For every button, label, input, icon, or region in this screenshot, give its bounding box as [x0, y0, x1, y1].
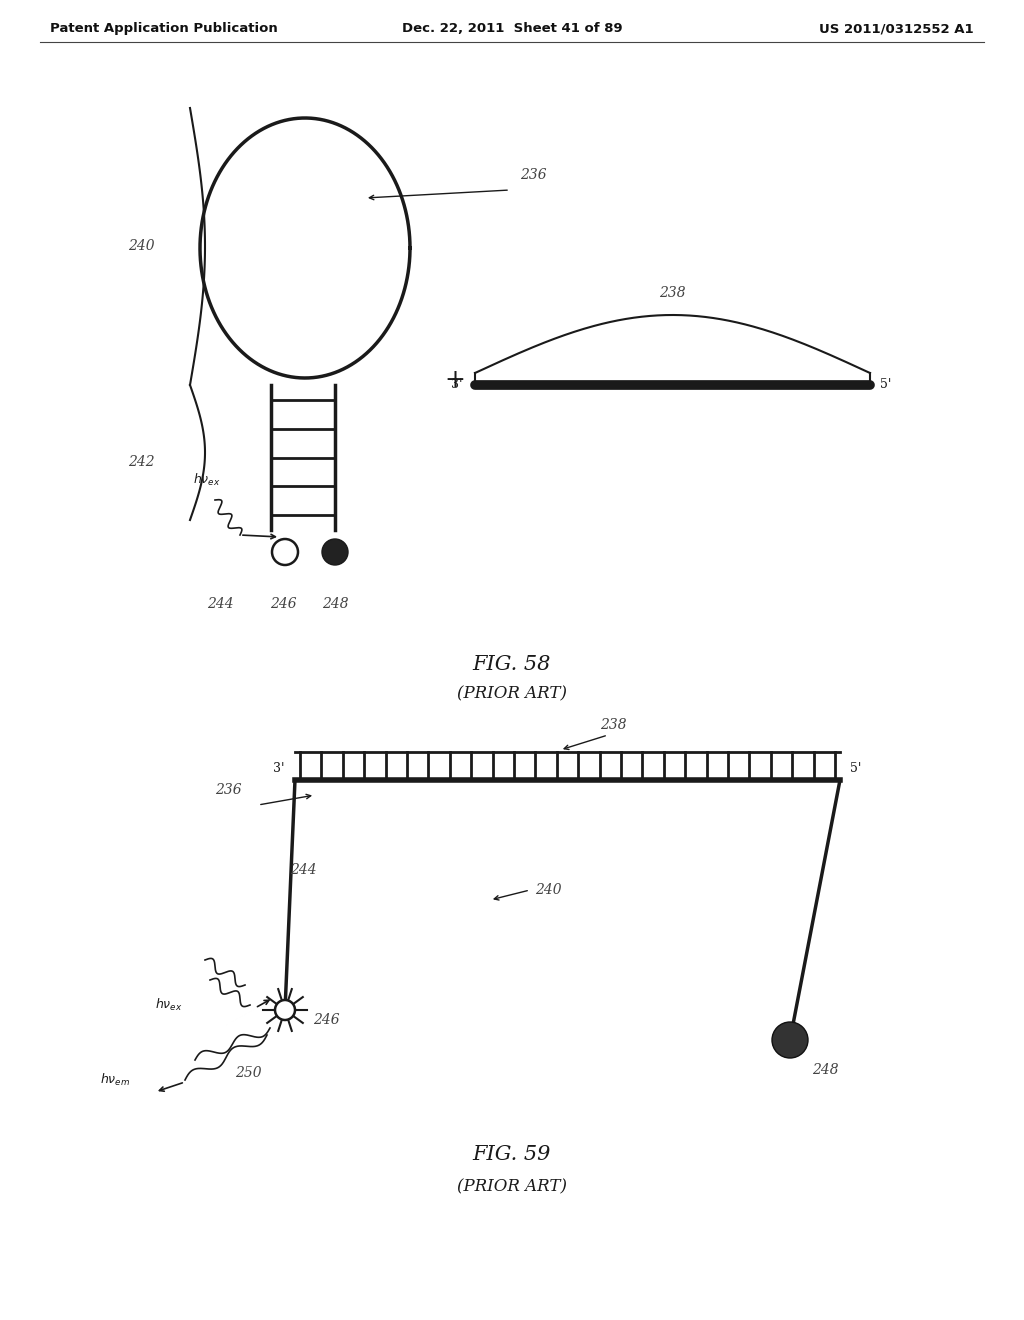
Circle shape: [272, 539, 298, 565]
Text: FIG. 59: FIG. 59: [473, 1144, 551, 1164]
Text: 240: 240: [535, 883, 561, 898]
Text: 236: 236: [520, 168, 547, 182]
Text: $h\nu_{em}$: $h\nu_{em}$: [100, 1072, 130, 1088]
Text: +: +: [444, 368, 466, 392]
Text: 246: 246: [313, 1012, 340, 1027]
Text: $h\nu_{ex}$: $h\nu_{ex}$: [193, 473, 220, 488]
Text: 250: 250: [234, 1067, 261, 1080]
Text: 5': 5': [880, 379, 891, 392]
Text: 238: 238: [659, 286, 686, 300]
Circle shape: [275, 1001, 295, 1020]
Text: 248: 248: [812, 1063, 839, 1077]
Text: 5': 5': [850, 762, 861, 775]
Text: 3': 3': [452, 379, 463, 392]
Text: Patent Application Publication: Patent Application Publication: [50, 22, 278, 36]
Text: 246: 246: [269, 597, 296, 611]
Circle shape: [322, 539, 348, 565]
Text: 240: 240: [128, 239, 155, 253]
Text: (PRIOR ART): (PRIOR ART): [457, 685, 567, 702]
Text: FIG. 58: FIG. 58: [473, 655, 551, 675]
Text: 3': 3': [273, 762, 285, 775]
Text: 236: 236: [215, 783, 242, 797]
Text: Dec. 22, 2011  Sheet 41 of 89: Dec. 22, 2011 Sheet 41 of 89: [401, 22, 623, 36]
Text: $h\nu_{ex}$: $h\nu_{ex}$: [155, 997, 182, 1012]
Text: 244: 244: [207, 597, 233, 611]
Text: 242: 242: [128, 455, 155, 470]
Circle shape: [772, 1022, 808, 1059]
Text: 248: 248: [322, 597, 348, 611]
Text: US 2011/0312552 A1: US 2011/0312552 A1: [819, 22, 974, 36]
Text: (PRIOR ART): (PRIOR ART): [457, 1177, 567, 1195]
Text: 238: 238: [600, 718, 627, 733]
Text: 244: 244: [290, 863, 316, 876]
